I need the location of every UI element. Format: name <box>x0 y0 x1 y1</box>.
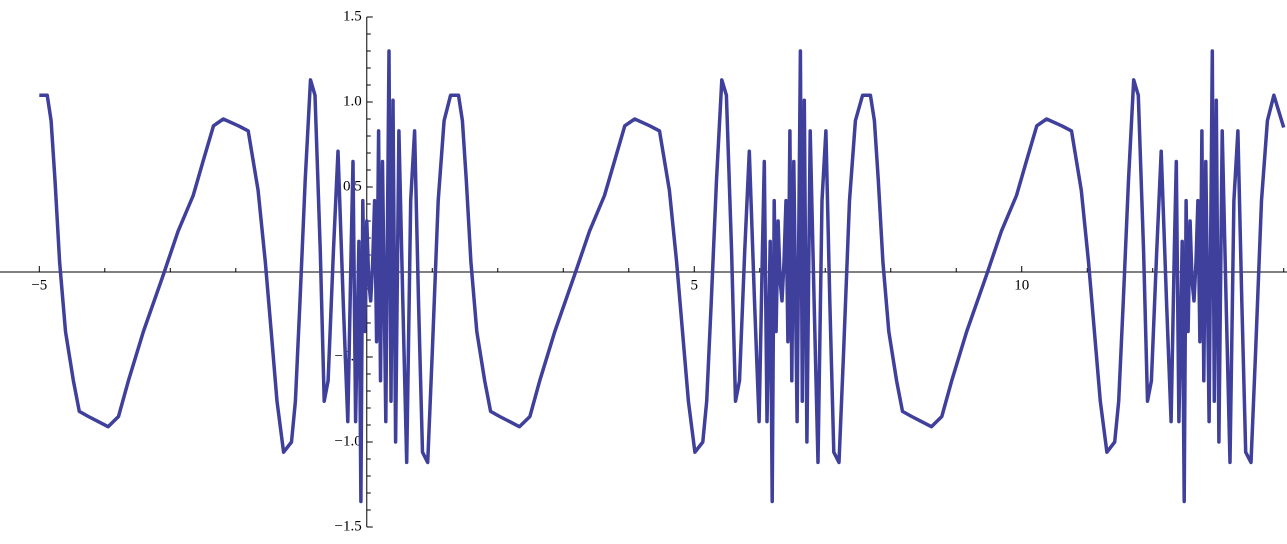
x-tick-label: −5 <box>31 277 47 293</box>
y-tick-label: 1.5 <box>343 8 362 24</box>
data-line <box>39 49 1286 504</box>
y-tick-label: −1.0 <box>335 433 362 449</box>
x-tick-label: 5 <box>691 277 699 293</box>
x-tick-label: 10 <box>1014 277 1029 293</box>
y-tick-label: −1.5 <box>335 518 362 534</box>
y-tick-label: 1.0 <box>343 93 362 109</box>
